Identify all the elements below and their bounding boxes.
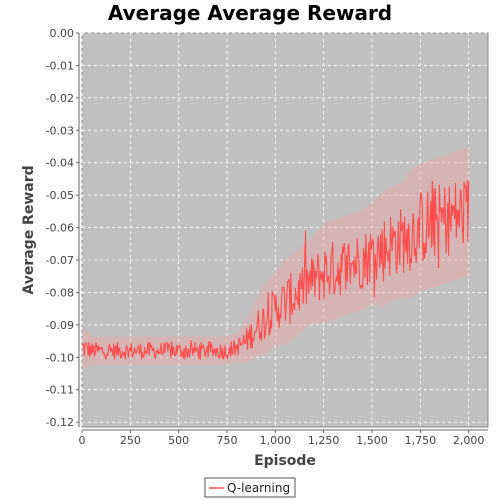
y-tick-label: -0.06: [46, 222, 74, 235]
y-axis-label: Average Reward: [21, 165, 37, 294]
y-tick-label: -0.08: [46, 286, 74, 299]
x-tick-label: 2,000: [453, 434, 485, 447]
x-tick-label: 250: [120, 434, 141, 447]
y-tick-label: -0.04: [46, 157, 74, 170]
y-tick-label: -0.12: [46, 416, 74, 429]
y-tick-label: -0.03: [46, 124, 74, 137]
series-lines: [81, 179, 470, 361]
y-tick-label: -0.02: [46, 92, 74, 105]
y-tick-label: -0.11: [46, 384, 74, 397]
x-tick-label: 1,250: [308, 434, 340, 447]
y-tick-label: -0.01: [46, 59, 74, 72]
series-band-0: [82, 147, 469, 369]
x-tick-label: 500: [168, 434, 189, 447]
y-tick-label: -0.07: [46, 254, 74, 267]
plot-area: [81, 32, 489, 428]
x-tick-label: 750: [217, 434, 238, 447]
y-tick-label: 0.00: [50, 27, 75, 40]
y-tick-label: -0.09: [46, 319, 74, 332]
legend: Q-learning: [204, 477, 296, 498]
x-tick-label: 1,750: [405, 434, 437, 447]
x-axis-label: Episode: [254, 453, 316, 469]
y-tick-label: -0.10: [46, 351, 74, 364]
x-tick-labels: 0 250 500 750 1,000 1,250 1,500 1,750 2,000: [79, 434, 485, 447]
y-tick-label: -0.05: [46, 189, 74, 202]
x-tick-label: 0: [79, 434, 86, 447]
legend-label-q-learning: Q-learning: [227, 481, 290, 495]
variance-band: [82, 147, 469, 369]
x-tick-label: 1,500: [356, 434, 388, 447]
gridlines: [81, 32, 488, 427]
chart-title: Average Average Reward: [108, 1, 392, 25]
series-line-q-learning: [81, 179, 470, 361]
legend-box: [204, 477, 296, 498]
x-tick-label: 1,000: [260, 434, 292, 447]
y-tick-labels: 0.00 -0.01 -0.02 -0.03 -0.04 -0.05 -0.06 -0.07 -…: [46, 27, 74, 429]
axes: [76, 32, 488, 433]
